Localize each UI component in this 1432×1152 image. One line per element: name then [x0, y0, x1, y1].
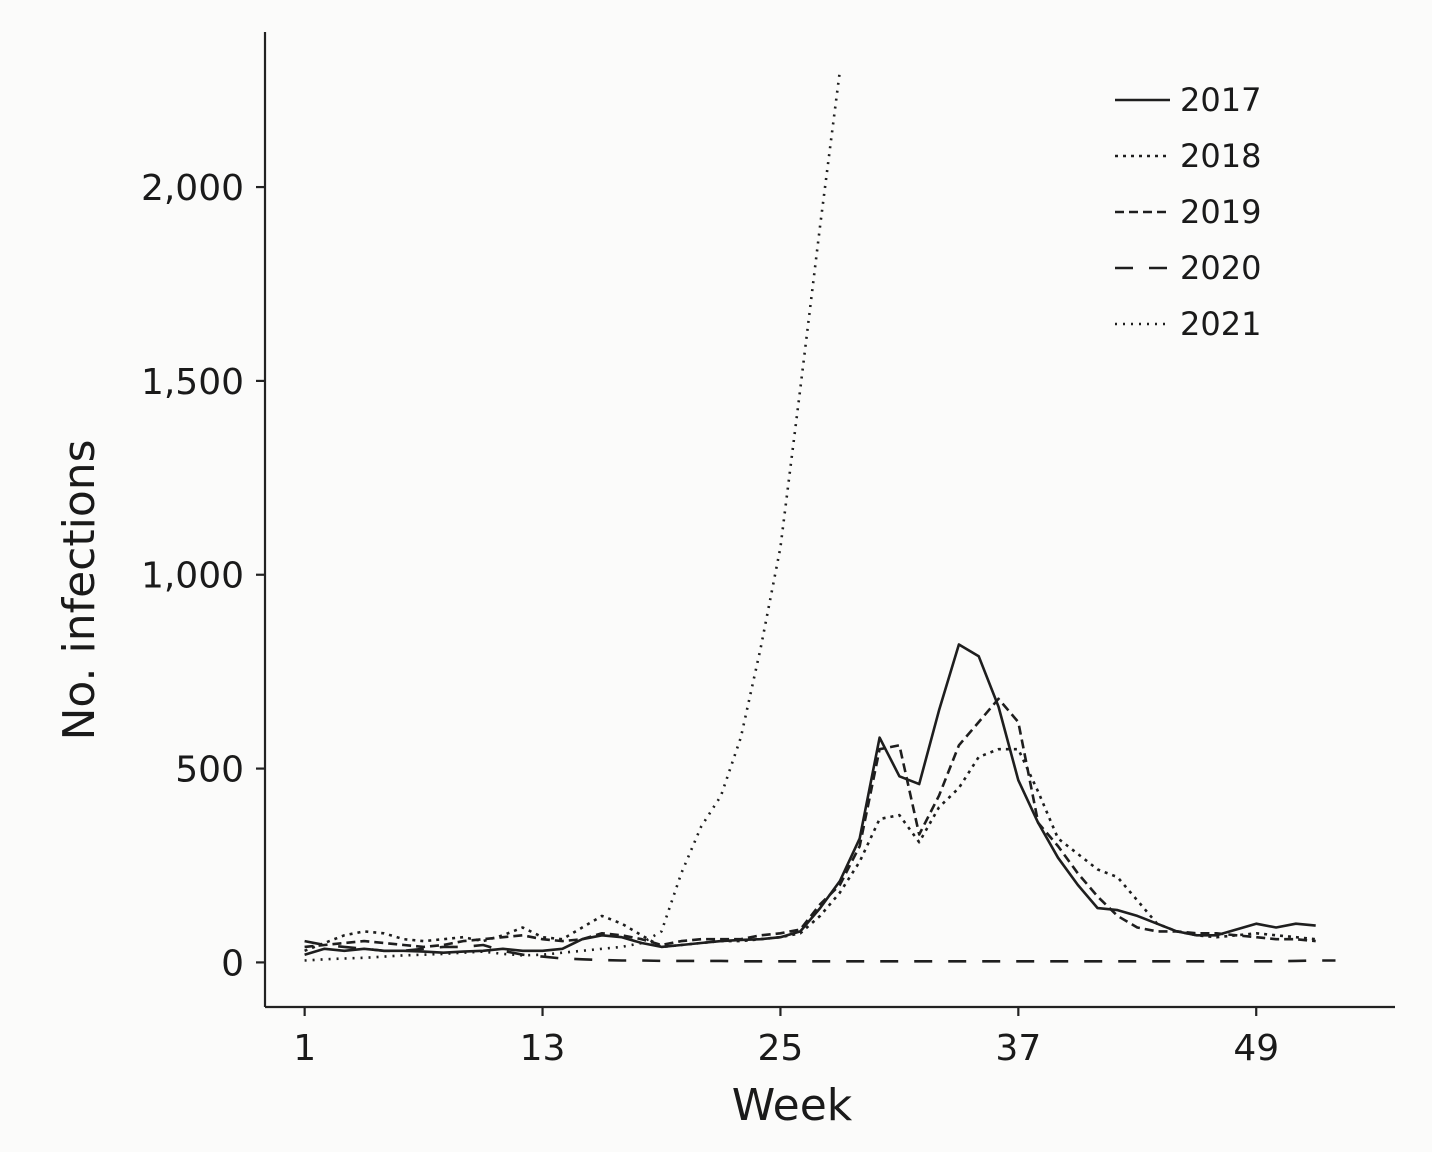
series-line-2019: [304, 697, 1316, 949]
series-line-2020: [304, 939, 1336, 963]
x-axis-title: Week: [732, 1080, 853, 1131]
series-line-2017: [304, 643, 1316, 956]
y-tick-label: 1,000: [141, 556, 244, 597]
y-ticks: 0 500 1,000 1,500 2,000: [141, 168, 265, 984]
legend-label: 2021: [1180, 305, 1261, 343]
y-tick-label: 0: [221, 943, 244, 984]
y-tick-label: 2,000: [141, 168, 244, 209]
y-axis-title: No. infections: [54, 439, 105, 740]
y-tick-label: 500: [175, 750, 244, 791]
x-tick-label: 49: [1233, 1028, 1279, 1069]
x-tick-label: 13: [520, 1028, 566, 1069]
x-tick-label: 1: [293, 1028, 316, 1069]
legend-label: 2019: [1180, 193, 1261, 231]
series-lines: [304, 70, 1336, 963]
y-tick-label: 1,500: [141, 362, 244, 403]
legend-label: 2018: [1180, 137, 1261, 175]
x-tick-label: 37: [995, 1028, 1041, 1069]
legend: 2017 2018 2019 2020 2021: [1115, 81, 1261, 343]
x-tick-label: 25: [758, 1028, 804, 1069]
series-line-2021: [304, 70, 842, 962]
legend-label: 2020: [1180, 249, 1261, 287]
legend-label: 2017: [1180, 81, 1261, 119]
x-ticks: 1 13 25 37 49: [293, 1007, 1279, 1069]
